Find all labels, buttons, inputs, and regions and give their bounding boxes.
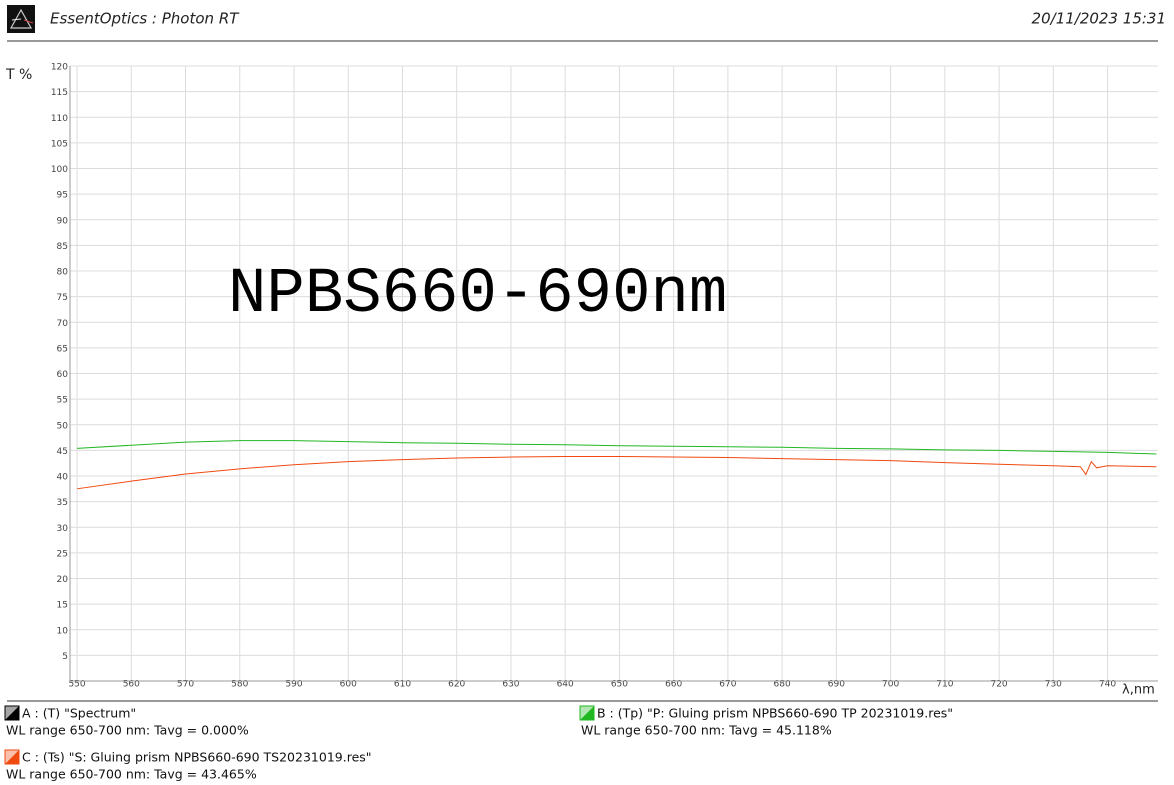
legend-icon xyxy=(5,706,19,720)
y-tick-label: 10 xyxy=(57,626,69,636)
datetime: 20/11/2023 15:31 xyxy=(1032,10,1166,28)
x-tick-label: 590 xyxy=(285,680,302,690)
series-line xyxy=(77,440,1157,455)
x-tick-label: 680 xyxy=(774,680,791,690)
x-tick-label: 720 xyxy=(990,680,1007,690)
y-tick-label: 70 xyxy=(57,319,69,329)
x-tick-label: 570 xyxy=(177,680,194,690)
x-tick-label: 630 xyxy=(502,680,519,690)
legend-icon xyxy=(5,750,19,764)
legend-icon-shade xyxy=(5,706,19,720)
y-tick-label: 30 xyxy=(57,524,69,534)
y-tick-label: 115 xyxy=(51,88,68,98)
x-tick-label: 690 xyxy=(828,680,845,690)
grid: 5 10 15 20 25 30 35 40 45 50 55 60 65 70 75 80 85 90 95 100… xyxy=(51,63,1158,690)
y-tick-label: 110 xyxy=(51,114,68,124)
y-tick-label: 105 xyxy=(51,139,68,149)
y-tick-label: 55 xyxy=(57,396,68,406)
y-tick-label: 75 xyxy=(57,293,68,303)
x-tick-label: 730 xyxy=(1045,680,1062,690)
y-tick-label: 40 xyxy=(57,473,69,483)
x-tick-label: 670 xyxy=(719,680,736,690)
y-tick-label: 90 xyxy=(57,216,69,226)
y-tick-label: 25 xyxy=(57,549,68,559)
y-tick-label: 45 xyxy=(57,447,68,457)
annotation: NPBS660-690nm xyxy=(228,259,727,331)
y-axis-label: T % xyxy=(5,67,32,83)
legend-label: C : (Ts) "S: Gluing prism NPBS660-690 TS… xyxy=(22,750,372,765)
legend-note: WL range 650-700 nm: Tavg = 43.465% xyxy=(6,767,257,782)
y-tick-label: 15 xyxy=(57,601,68,611)
x-tick-label: 560 xyxy=(123,680,140,690)
legend-label: A : (T) "Spectrum" xyxy=(22,706,136,721)
y-tick-label: 85 xyxy=(57,242,68,252)
series-line xyxy=(76,456,1157,490)
legend: A : (T) "Spectrum" WL range 650-700 nm: T… xyxy=(4,705,953,782)
x-tick-label: 600 xyxy=(340,680,357,690)
legend-icon-shade xyxy=(580,706,594,720)
x-tick-label: 740 xyxy=(1099,680,1116,690)
plot xyxy=(76,440,1157,490)
legend-icon xyxy=(580,706,594,720)
legend-label: B : (Tp) "P: Gluing prism NPBS660-690 TP… xyxy=(597,706,953,721)
logo xyxy=(7,5,35,33)
legend-icon-shade xyxy=(5,750,19,764)
y-tick-label: 20 xyxy=(57,575,69,585)
x-tick-label: 580 xyxy=(231,680,248,690)
y-tick-label: 5 xyxy=(62,652,68,662)
x-tick-label: 650 xyxy=(611,680,628,690)
x-tick-label: 640 xyxy=(557,680,574,690)
y-tick-label: 35 xyxy=(57,498,68,508)
x-tick-label: 620 xyxy=(448,680,465,690)
y-tick-label: 80 xyxy=(57,268,69,278)
legend-note: WL range 650-700 nm: Tavg = 0.000% xyxy=(6,723,249,738)
x-axis-label: λ,nm xyxy=(1122,683,1155,698)
y-tick-label: 65 xyxy=(57,344,68,354)
x-tick-label: 660 xyxy=(665,680,682,690)
y-tick-label: 60 xyxy=(57,370,69,380)
app-title: EssentOptics : Photon RT xyxy=(50,10,240,28)
legend-note: WL range 650-700 nm: Tavg = 45.118% xyxy=(581,723,832,738)
y-tick-label: 120 xyxy=(51,63,68,73)
y-tick-label: 100 xyxy=(51,165,68,175)
x-tick-label: 550 xyxy=(68,680,85,690)
x-tick-label: 610 xyxy=(394,680,411,690)
x-tick-label: 700 xyxy=(882,680,899,690)
y-tick-label: 95 xyxy=(57,191,68,201)
x-tick-label: 710 xyxy=(936,680,953,690)
y-tick-label: 50 xyxy=(57,421,69,431)
